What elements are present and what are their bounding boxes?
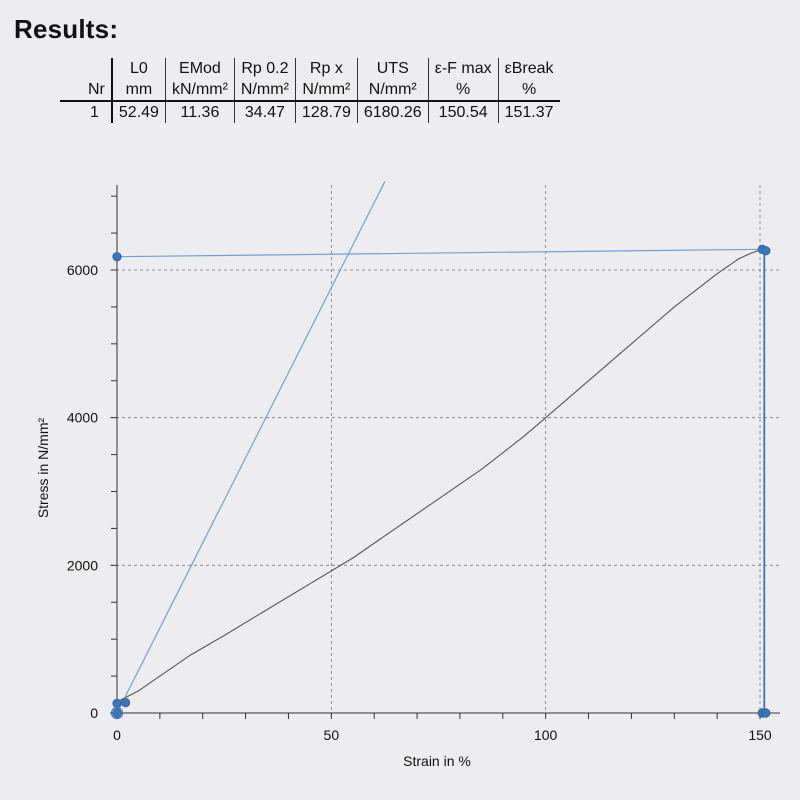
cell-emod: 11.36 (164, 101, 235, 123)
x-tick-label: 0 (113, 727, 121, 743)
col-header-ef-max: ε-F max (427, 58, 499, 79)
series-line-modulus-line (116, 181, 386, 714)
y-tick-label: 2000 (67, 557, 98, 573)
cell-rp02: 34.47 (233, 101, 296, 123)
series-line-uts-line (116, 248, 763, 258)
col-unit-ebreak: % (497, 79, 560, 102)
x-tick-label: 100 (534, 727, 558, 743)
col-header-rpx: Rp x (294, 58, 358, 79)
data-point-marker (112, 708, 122, 718)
table-header-units: Nr mm kN/mm² N/mm² N/mm² N/mm² % % (60, 79, 560, 102)
col-header-ebreak: εBreak (497, 58, 560, 79)
nr-header: Nr (60, 79, 112, 102)
col-unit-ef-max: % (427, 79, 499, 102)
results-table: L0 EMod Rp 0.2 Rp x UTS ε-F max εBreak N… (60, 58, 560, 123)
data-point-marker (761, 708, 771, 718)
data-point-marker (120, 698, 131, 708)
data-point-marker (761, 246, 771, 256)
x-tick-label: 150 (748, 727, 772, 743)
cell-l0: 52.49 (110, 101, 166, 123)
series-layer (116, 181, 767, 714)
table-row: 1 52.49 11.36 34.47 128.79 6180.26 150.5… (60, 101, 560, 123)
label-layer: 0 50 100 150 0 2000 4000 6000 (67, 262, 772, 743)
data-point-marker (112, 252, 122, 262)
table-header-names: L0 EMod Rp 0.2 Rp x UTS ε-F max εBreak (60, 58, 560, 79)
data-point-marker (112, 698, 122, 709)
cell-ef-max: 150.54 (427, 101, 499, 123)
cell-ebreak: 151.37 (497, 101, 560, 123)
col-header-emod: EMod (164, 58, 235, 79)
col-unit-uts: N/mm² (356, 79, 429, 102)
col-unit-l0: mm (110, 79, 166, 102)
origin-marker-ring (110, 706, 124, 720)
x-tick-label: 50 (324, 727, 340, 743)
col-unit-emod: kN/mm² (164, 79, 235, 102)
results-heading: Results: (14, 14, 119, 44)
col-unit-rp02: N/mm² (233, 79, 296, 102)
axis-layer (110, 185, 780, 719)
series-line-stress-strain-curve (116, 248, 767, 703)
row-nr: 1 (90, 104, 99, 121)
grid-layer (110, 185, 780, 718)
cell-rpx: 128.79 (294, 101, 358, 123)
x-axis-label: Strain in % (403, 753, 471, 769)
cell-uts: 6180.26 (356, 101, 429, 123)
col-header-rp02: Rp 0.2 (233, 58, 296, 79)
y-tick-label: 0 (90, 705, 98, 721)
marker-layer (110, 244, 771, 720)
y-tick-label: 6000 (67, 262, 98, 278)
col-header-l0: L0 (110, 58, 166, 79)
col-unit-rpx: N/mm² (294, 79, 358, 102)
col-header-uts: UTS (356, 58, 429, 79)
y-axis-label: Stress in N/mm² (35, 417, 51, 518)
y-tick-label: 4000 (67, 410, 98, 426)
